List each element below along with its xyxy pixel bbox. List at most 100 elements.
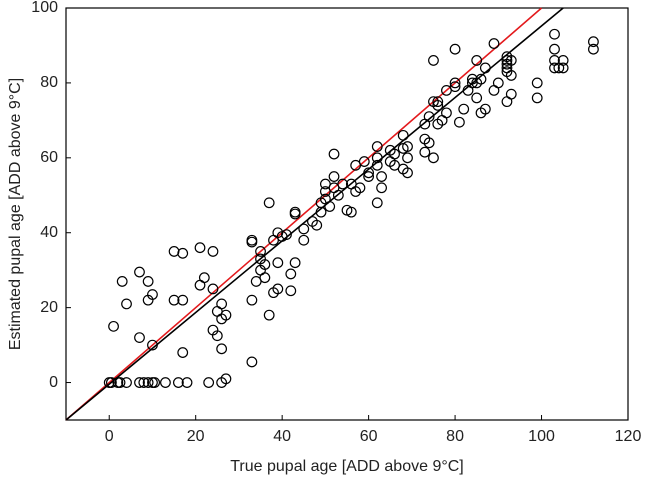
- x-tick-label: 80: [446, 428, 464, 445]
- data-point: [376, 171, 387, 182]
- data-point: [198, 272, 210, 284]
- data-point: [337, 178, 349, 190]
- data-point: [142, 377, 154, 388]
- data-point: [121, 377, 132, 388]
- data-point: [168, 294, 180, 306]
- data-point: [168, 246, 180, 257]
- data-point: [531, 92, 543, 104]
- data-point: [371, 141, 383, 152]
- data-point: [402, 152, 413, 164]
- data-point: [376, 182, 387, 194]
- data-point: [138, 377, 150, 388]
- data-point: [488, 38, 500, 49]
- data-point: [108, 320, 119, 332]
- data-point: [246, 294, 258, 306]
- data-point: [588, 36, 599, 48]
- x-tick-label: 100: [528, 428, 555, 445]
- data-point: [332, 189, 344, 201]
- data-point: [160, 377, 171, 388]
- data-point: [114, 377, 126, 388]
- data-point: [255, 246, 266, 257]
- data-point: [246, 234, 258, 246]
- data-point: [298, 234, 310, 246]
- data-point: [172, 377, 184, 388]
- data-point: [505, 70, 517, 81]
- data-point: [203, 377, 215, 388]
- data-point: [259, 259, 271, 270]
- x-tick-label: 60: [360, 428, 378, 445]
- data-point: [285, 268, 297, 280]
- data-point: [263, 197, 275, 209]
- data-point: [134, 332, 145, 344]
- data-point: [289, 257, 301, 269]
- data-point: [311, 219, 323, 231]
- data-point: [328, 171, 340, 182]
- data-point: [475, 73, 487, 85]
- data-point: [298, 223, 310, 235]
- data-point: [142, 276, 154, 287]
- data-point: [211, 330, 223, 342]
- fit-line: [65, 7, 564, 421]
- data-point: [441, 107, 452, 119]
- data-point: [449, 77, 461, 89]
- data-point: [449, 43, 461, 55]
- data-point: [371, 197, 383, 209]
- data-point: [423, 111, 435, 123]
- data-point: [449, 81, 461, 93]
- data-point: [220, 373, 232, 385]
- data-point: [501, 55, 513, 66]
- x-tick-label: 20: [187, 428, 205, 445]
- data-point: [505, 88, 517, 100]
- data-point: [315, 206, 327, 218]
- data-point: [216, 298, 228, 310]
- data-point: [345, 206, 357, 218]
- x-tick-label: 0: [105, 428, 114, 445]
- data-point: [149, 377, 161, 388]
- data-point: [371, 152, 383, 164]
- data-point: [432, 96, 444, 108]
- y-tick-label: 100: [31, 0, 58, 16]
- y-axis-title: Estimated pupal age [ADD above 9°C]: [7, 78, 24, 350]
- y-tick-label: 80: [40, 74, 58, 91]
- data-point: [402, 141, 413, 152]
- data-point: [134, 266, 145, 278]
- data-point: [281, 229, 292, 241]
- data-point: [479, 103, 491, 115]
- data-point: [216, 343, 228, 355]
- data-point: [354, 182, 366, 194]
- data-point: [147, 289, 158, 300]
- data-point: [423, 137, 435, 149]
- fit-line: [65, 7, 543, 421]
- data-point: [419, 146, 431, 158]
- y-tick-label: 60: [40, 149, 58, 166]
- data-point: [428, 152, 439, 164]
- data-point: [177, 347, 189, 358]
- data-point: [121, 298, 132, 310]
- x-tick-label: 40: [273, 428, 291, 445]
- data-point: [177, 294, 189, 306]
- data-point: [397, 129, 409, 141]
- data-point: [285, 285, 297, 297]
- y-tick-label: 20: [40, 299, 58, 316]
- data-point: [177, 247, 189, 259]
- data-point: [358, 156, 370, 167]
- data-point: [492, 77, 504, 89]
- data-point: [105, 377, 117, 388]
- data-point: [272, 283, 284, 295]
- data-point: [549, 28, 560, 40]
- data-point: [363, 167, 375, 179]
- data-point: [471, 92, 483, 104]
- data-point: [246, 356, 258, 368]
- data-point: [207, 283, 219, 295]
- data-point: [557, 55, 569, 66]
- data-point: [363, 171, 375, 182]
- data-point: [147, 339, 158, 351]
- data-point: [428, 55, 439, 66]
- plot-frame: [65, 7, 629, 421]
- data-point: [289, 206, 301, 218]
- data-point: [549, 62, 560, 74]
- data-point: [207, 246, 219, 257]
- data-point: [588, 43, 599, 55]
- data-point: [181, 377, 193, 388]
- data-point: [531, 77, 543, 89]
